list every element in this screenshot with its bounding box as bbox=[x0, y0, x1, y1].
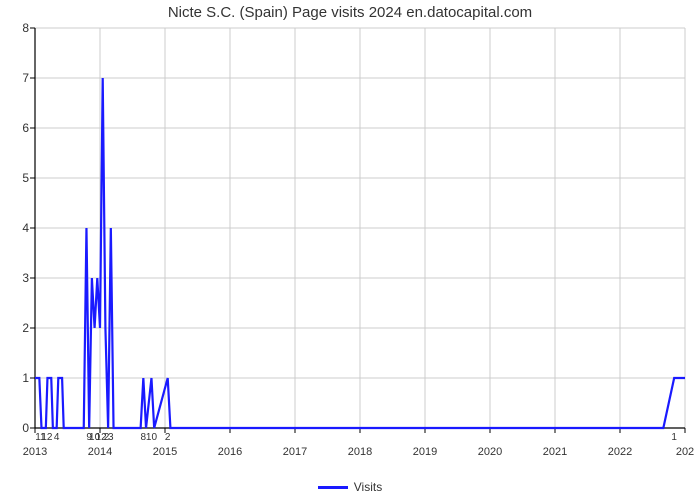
y-tick-label: 7 bbox=[22, 71, 29, 85]
x-minor-label: 3 bbox=[108, 432, 114, 443]
legend-swatch bbox=[318, 486, 348, 489]
x-year-label: 2013 bbox=[23, 446, 47, 458]
x-year-label: 2014 bbox=[88, 446, 112, 458]
y-tick-label: 1 bbox=[22, 371, 29, 385]
x-year-label: 2016 bbox=[218, 446, 242, 458]
y-tick-label: 8 bbox=[22, 21, 29, 35]
x-year-label: 2021 bbox=[543, 446, 567, 458]
plot-area: 0123456782013201420152016201720182019202… bbox=[35, 28, 685, 428]
x-minor-label: 1 bbox=[671, 432, 677, 443]
y-tick-label: 4 bbox=[22, 221, 29, 235]
x-year-label: 2020 bbox=[478, 446, 502, 458]
y-tick-label: 3 bbox=[22, 271, 29, 285]
x-year-label: 2019 bbox=[413, 446, 437, 458]
x-minor-label: 12 bbox=[41, 432, 52, 443]
x-year-label: 2017 bbox=[283, 446, 307, 458]
x-minor-label: 2 bbox=[165, 432, 171, 443]
x-year-label: 2018 bbox=[348, 446, 372, 458]
y-tick-label: 5 bbox=[22, 171, 29, 185]
x-minor-label: 4 bbox=[54, 432, 60, 443]
x-year-label: 202 bbox=[676, 446, 694, 458]
y-tick-label: 2 bbox=[22, 321, 29, 335]
legend-label: Visits bbox=[354, 480, 382, 494]
x-minor-label: 10 bbox=[146, 432, 157, 443]
data-line-layer bbox=[35, 28, 685, 428]
chart-title: Nicte S.C. (Spain) Page visits 2024 en.d… bbox=[0, 4, 700, 21]
x-year-label: 2015 bbox=[153, 446, 177, 458]
x-year-label: 2022 bbox=[608, 446, 632, 458]
y-tick-label: 0 bbox=[22, 421, 29, 435]
legend: Visits bbox=[0, 480, 700, 494]
y-tick-label: 6 bbox=[22, 121, 29, 135]
